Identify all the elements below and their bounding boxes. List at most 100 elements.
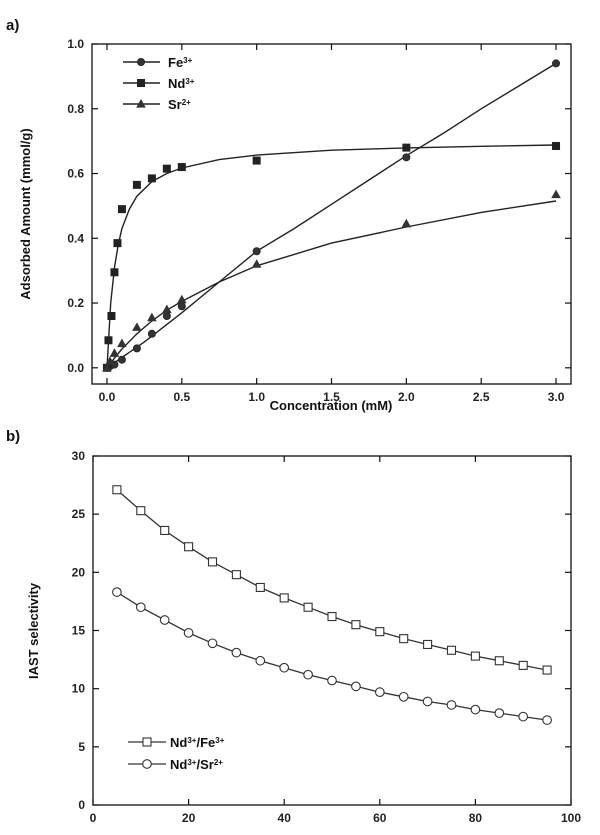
- data-point-fe: [117, 355, 126, 364]
- legend-label-nd: Nd3+: [168, 76, 195, 91]
- data-point-sr: [109, 348, 120, 357]
- data-point-nd: [117, 205, 126, 214]
- data-point-nd-fe: [351, 620, 361, 630]
- data-point-nd-fe: [184, 542, 194, 552]
- y-tick-label: 1.0: [67, 37, 84, 51]
- data-point-nd-fe: [327, 611, 337, 622]
- data-point-sr: [551, 189, 561, 199]
- data-point-nd-sr: [518, 711, 529, 722]
- x-tick-label: 20: [182, 811, 196, 825]
- data-point-nd-fe: [375, 627, 385, 637]
- x-tick-label: 1.5: [323, 390, 340, 404]
- data-point-nd-fe: [494, 656, 504, 666]
- data-point-nd-sr: [398, 691, 409, 702]
- data-point-nd-sr: [135, 602, 146, 613]
- data-point-nd: [132, 180, 141, 189]
- data-point-nd-fe: [160, 525, 170, 536]
- legend-label-fe: Fe3+: [168, 55, 193, 70]
- data-point-nd-sr: [255, 655, 266, 666]
- series-line-nd-sr: [116, 591, 548, 721]
- data-point-nd: [107, 312, 116, 320]
- data-point-nd-fe: [255, 582, 265, 593]
- data-point-fe: [162, 311, 171, 320]
- panel-a-y-axis-label: Adsorbed Amount (mmol/g): [18, 128, 33, 299]
- data-point-nd-sr: [351, 681, 361, 692]
- x-tick-label: 40: [278, 811, 292, 825]
- data-point-nd-sr: [327, 675, 337, 686]
- data-point-nd: [110, 268, 119, 277]
- data-point-nd-sr: [422, 696, 433, 707]
- y-tick-label: 0.4: [67, 231, 84, 245]
- fit-line-nd: [106, 144, 557, 368]
- fit-line-sr: [106, 200, 557, 369]
- legend-label-sr: Sr2+: [168, 97, 191, 112]
- data-point-nd: [552, 142, 561, 150]
- panel-b-letter: b): [6, 428, 20, 445]
- y-tick-label: 15: [72, 624, 86, 638]
- y-tick-label: 30: [72, 449, 86, 463]
- y-tick-label: 0.8: [67, 102, 84, 116]
- y-tick-label: 0.6: [67, 167, 84, 181]
- y-tick-label: 0.2: [67, 296, 84, 310]
- data-point-sr: [102, 362, 112, 372]
- legend-label-nd-sr: Nd3+/Sr2+: [170, 757, 223, 772]
- data-point-nd-fe: [423, 639, 433, 650]
- data-point-fe: [552, 59, 561, 68]
- y-tick-label: 0: [78, 798, 85, 812]
- data-point-nd-fe: [279, 593, 289, 603]
- data-point-nd-fe: [112, 485, 122, 495]
- y-tick-label: 10: [72, 682, 86, 696]
- data-point-nd-sr: [207, 638, 218, 649]
- data-point-nd-fe: [542, 665, 552, 675]
- data-point-fe: [402, 153, 411, 162]
- x-tick-label: 2.0: [398, 390, 415, 404]
- panel-a-x-ticks: 0.0 0.5 1.0 1.5 2.0 2.5 3.0: [99, 44, 565, 404]
- data-point-sr: [147, 312, 157, 322]
- data-point-nd-sr: [470, 704, 481, 715]
- x-tick-label: 0.5: [173, 390, 190, 404]
- data-point-nd-fe: [399, 634, 409, 644]
- data-point-fe: [252, 247, 261, 256]
- data-point-sr: [177, 294, 187, 304]
- data-point-nd: [252, 156, 261, 165]
- x-tick-label: 60: [373, 811, 387, 825]
- data-point-fe: [147, 329, 156, 338]
- legend-marker-fe: [136, 58, 145, 67]
- data-point-nd-fe: [303, 602, 313, 612]
- panel-a-frame: [91, 43, 572, 385]
- data-point-nd-fe: [518, 660, 528, 670]
- panel-a-letter: a): [6, 17, 19, 34]
- panel-a-x-axis-label: Concentration (mM): [270, 398, 393, 413]
- panel-b-y-axis-label: IAST selectivity: [26, 582, 41, 679]
- panel-b-y-ticks: 0 5 10 15 20 25 30: [72, 449, 571, 812]
- x-tick-label: 2.5: [473, 390, 490, 404]
- data-point-nd-sr: [112, 587, 122, 597]
- panel-b-frame: [92, 455, 572, 806]
- data-point-nd-sr: [231, 647, 242, 658]
- y-tick-label: 25: [72, 507, 86, 521]
- data-point-nd-fe: [136, 506, 146, 516]
- y-tick-label: 0.0: [67, 361, 84, 375]
- x-tick-label: 0: [90, 811, 97, 825]
- legend-label-nd-fe: Nd3+/Fe3+: [170, 735, 225, 750]
- data-point-sr: [105, 356, 115, 365]
- y-tick-label: 20: [72, 565, 86, 579]
- data-point-sr: [162, 304, 172, 314]
- x-tick-label: 100: [561, 811, 581, 825]
- panel-b-legend: Nd3+/Fe3+ Nd3+/Sr2+: [128, 735, 225, 772]
- data-point-nd-fe: [446, 645, 457, 655]
- fit-line-fe: [106, 62, 557, 369]
- x-tick-label: 1.0: [248, 390, 265, 404]
- panel-a-legend: Fe3+ Nd3+ Sr2+: [123, 55, 195, 112]
- data-point-fe: [132, 344, 141, 353]
- legend-marker-sr: [136, 99, 146, 108]
- x-tick-label: 80: [469, 811, 483, 825]
- data-point-nd-sr: [279, 662, 290, 673]
- data-point-nd-sr: [183, 627, 194, 638]
- data-point-nd: [104, 336, 113, 345]
- data-point-sr: [401, 218, 412, 228]
- data-point-nd-fe: [231, 570, 241, 580]
- data-point-nd-sr: [542, 715, 552, 725]
- data-point-fe: [177, 302, 186, 311]
